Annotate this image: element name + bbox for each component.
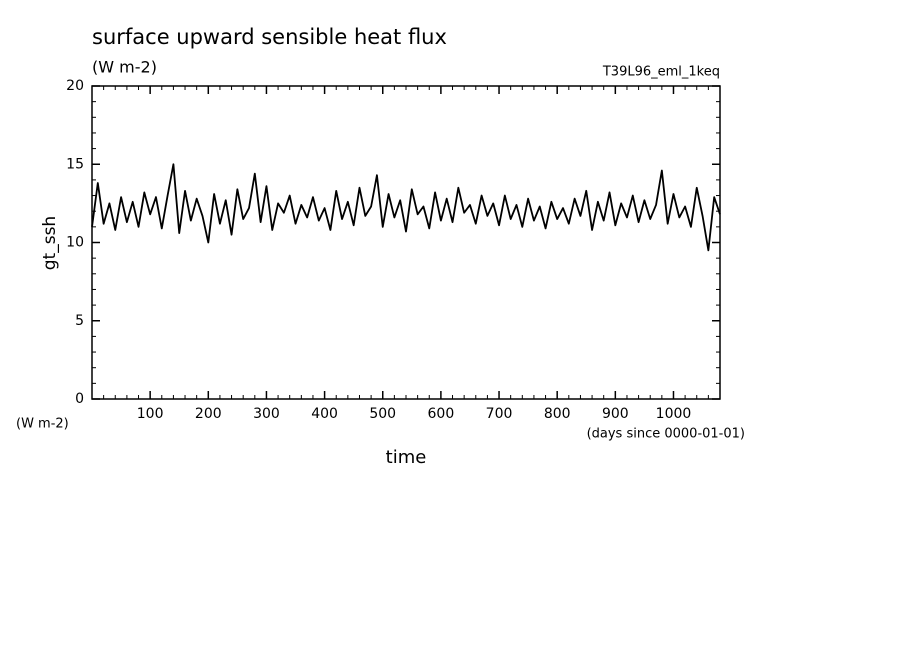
x-tick-label: 300 [253, 406, 280, 422]
y-tick-label: 10 [66, 235, 84, 251]
x-tick-label: 700 [486, 406, 513, 422]
data-line [91, 163, 721, 252]
x-tick-label: 500 [369, 406, 396, 422]
x-tick-label: 100 [137, 406, 164, 422]
y-tick-label: 20 [66, 78, 84, 94]
chart-title: surface upward sensible heat flux [92, 25, 447, 49]
y-axis-label: gt_ssh [40, 216, 60, 270]
x-tick-label: 800 [544, 406, 571, 422]
y-tick-label: 5 [75, 313, 84, 329]
y-tick-label: 0 [75, 391, 84, 407]
y-units: (W m-2) [16, 417, 69, 432]
x-tick-label: 1000 [656, 406, 692, 422]
x-tick-label: 400 [311, 406, 338, 422]
x-tick-label: 600 [428, 406, 455, 422]
x-units: (days since 0000-01-01) [587, 427, 745, 442]
run-label: T39L96_eml_1keq [602, 65, 720, 80]
y-tick-label: 15 [66, 156, 84, 172]
x-tick-label: 200 [195, 406, 222, 422]
chart-subtitle: (W m-2) [92, 58, 157, 77]
x-axis-label: time [386, 447, 427, 468]
x-tick-label: 900 [602, 406, 629, 422]
